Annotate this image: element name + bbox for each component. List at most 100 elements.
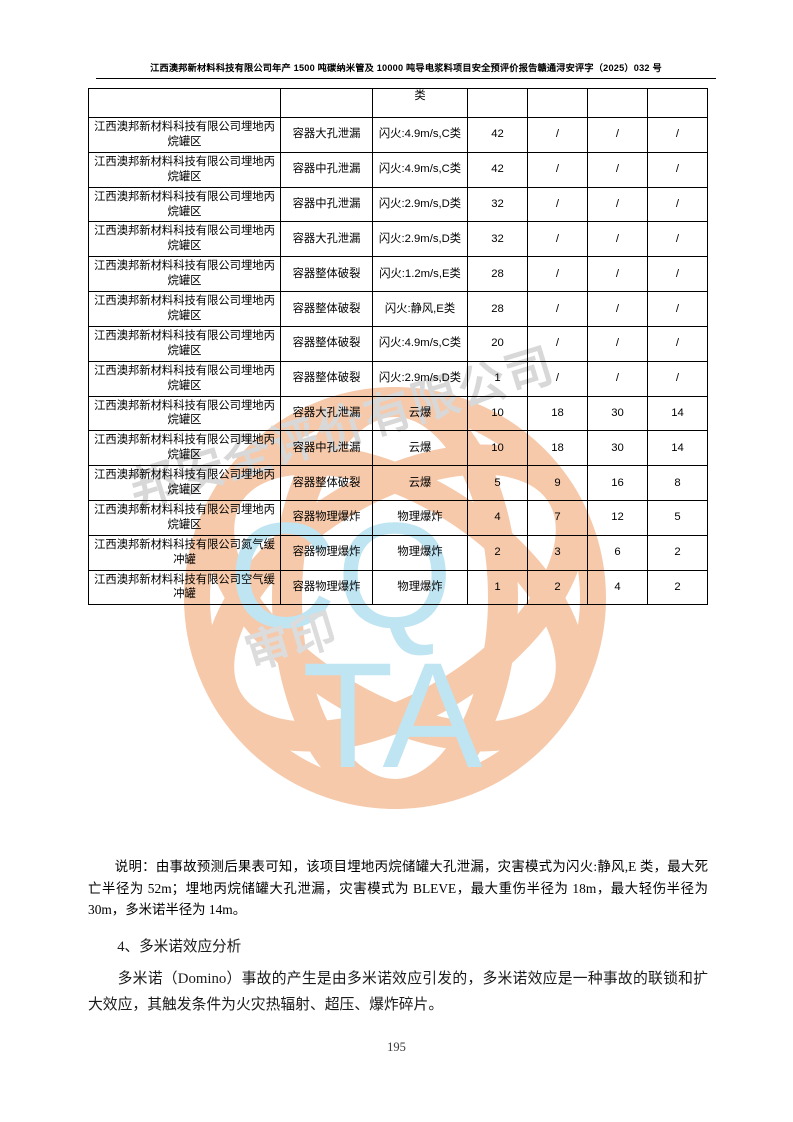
- cell-v4: 8: [647, 465, 708, 501]
- cell-mode: 容器整体破裂: [280, 465, 373, 501]
- cell-mode: 容器物理爆炸: [280, 569, 373, 606]
- cell-v3: /: [587, 151, 648, 188]
- cell-v4: 2: [647, 534, 708, 571]
- cell-v4: /: [647, 291, 708, 327]
- cell-hazard: 云爆: [372, 465, 468, 501]
- cell-v2: /: [527, 117, 588, 153]
- cell-name: 江西澳邦新材料科技有限公司氮气缓冲罐: [88, 534, 281, 571]
- table-row: 江西澳邦新材料科技有限公司埋地丙烷罐区 容器大孔泄漏 闪火:2.9m/s,D类 32/…: [88, 221, 708, 258]
- cell-v1: 28: [467, 291, 528, 327]
- cell-v3: /: [587, 291, 648, 327]
- cell-mode: 容器中孔泄漏: [280, 151, 373, 188]
- cell-mode: 容器大孔泄漏: [280, 395, 373, 432]
- table-row: 江西澳邦新材料科技有限公司埋地丙烷罐区 容器整体破裂 闪火:1.2m/s,E类 28/…: [88, 256, 708, 293]
- cell-name: [88, 88, 281, 118]
- cell-v2: /: [527, 291, 588, 327]
- table-row: 江西澳邦新材料科技有限公司埋地丙烷罐区 容器整体破裂 闪火:4.9m/s,C类 20/…: [88, 325, 708, 362]
- cell-mode: 容器整体破裂: [280, 325, 373, 362]
- page-number: 195: [387, 1040, 406, 1054]
- cell-name: 江西澳邦新材料科技有限公司埋地丙烷罐区: [88, 395, 281, 432]
- table-row: 江西澳邦新材料科技有限公司埋地丙烷罐区 容器大孔泄漏 云爆 10 18 30 14: [88, 395, 708, 432]
- cell-name: 江西澳邦新材料科技有限公司埋地丙烷罐区: [88, 117, 281, 153]
- cell-name: 江西澳邦新材料科技有限公司埋地丙烷罐区: [88, 221, 281, 258]
- cell-v3: /: [587, 256, 648, 293]
- cell-v1: 28: [467, 256, 528, 293]
- cell-mode: [280, 88, 373, 118]
- cell-name: 江西澳邦新材料科技有限公司埋地丙烷罐区: [88, 151, 281, 188]
- cell-v1: 42: [467, 151, 528, 188]
- cell-hazard: 物理爆炸: [372, 569, 468, 606]
- cell-mode: 容器大孔泄漏: [280, 117, 373, 153]
- cell-name: 江西澳邦新材料科技有限公司埋地丙烷罐区: [88, 256, 281, 293]
- cell-v4: [647, 88, 708, 118]
- table-row: 江西澳邦新材料科技有限公司埋地丙烷罐区 容器中孔泄漏 云爆 10 18 30 14: [88, 430, 708, 467]
- cell-hazard: 云爆: [372, 395, 468, 432]
- cell-v2: /: [527, 325, 588, 362]
- cell-v2: /: [527, 256, 588, 293]
- accident-consequence-table: 类 江西澳邦新材料科技有限公司埋地丙烷罐区 容器大孔泄漏 闪火:4.9m/s,C类 4…: [88, 88, 708, 606]
- cell-v2: 3: [527, 534, 588, 571]
- section-heading: 4、多米诺效应分析: [117, 939, 242, 955]
- cell-mode: 容器整体破裂: [280, 256, 373, 293]
- cell-v1: 1: [467, 569, 528, 606]
- cell-v2: /: [527, 151, 588, 188]
- cell-v4: 2: [647, 569, 708, 606]
- cell-mode: 容器中孔泄漏: [280, 186, 373, 223]
- cell-v4: /: [647, 151, 708, 188]
- cell-v3: /: [587, 221, 648, 258]
- cell-v4: /: [647, 221, 708, 258]
- running-header: 江西澳邦新材料科技有限公司年产 1500 吨碳纳米管及 10000 吨导电浆料项…: [96, 60, 716, 79]
- table-row: 江西澳邦新材料科技有限公司埋地丙烷罐区 容器整体破裂 云爆 5 9 16 8: [88, 465, 708, 501]
- cell-name: 江西澳邦新材料科技有限公司埋地丙烷罐区: [88, 325, 281, 362]
- table-body: 类 江西澳邦新材料科技有限公司埋地丙烷罐区 容器大孔泄漏 闪火:4.9m/s,C类 4…: [88, 88, 708, 606]
- cell-hazard: 闪火:静风,E类: [372, 291, 468, 327]
- cell-v1: 2: [467, 534, 528, 571]
- cell-hazard: 闪火:4.9m/s,C类: [372, 117, 468, 153]
- cell-mode: 容器整体破裂: [280, 360, 373, 397]
- cell-hazard: 闪火:1.2m/s,E类: [372, 256, 468, 293]
- cell-v1: 4: [467, 499, 528, 536]
- table-row-partial: 类: [88, 88, 708, 118]
- cell-name: 江西澳邦新材料科技有限公司埋地丙烷罐区: [88, 186, 281, 223]
- cell-v4: 5: [647, 499, 708, 536]
- cell-v1: 10: [467, 430, 528, 467]
- cell-v1: 42: [467, 117, 528, 153]
- table-row: 江西澳邦新材料科技有限公司氮气缓冲罐 容器物理爆炸 物理爆炸 2 3 6 2: [88, 534, 708, 571]
- cell-v3: /: [587, 360, 648, 397]
- cell-v4: 14: [647, 430, 708, 467]
- cell-hazard: 闪火:4.9m/s,C类: [372, 151, 468, 188]
- cell-v1: 32: [467, 186, 528, 223]
- cell-name: 江西澳邦新材料科技有限公司埋地丙烷罐区: [88, 499, 281, 536]
- cell-hazard: 闪火:2.9m/s,D类: [372, 186, 468, 223]
- cell-name: 江西澳邦新材料科技有限公司埋地丙烷罐区: [88, 430, 281, 467]
- cell-v4: /: [647, 117, 708, 153]
- cell-mode: 容器中孔泄漏: [280, 430, 373, 467]
- cell-mode: 容器物理爆炸: [280, 499, 373, 536]
- cell-v3: 16: [587, 465, 648, 501]
- cell-v3: 30: [587, 395, 648, 432]
- cell-v1: 20: [467, 325, 528, 362]
- cell-mode: 容器物理爆炸: [280, 534, 373, 571]
- cell-v2: [527, 88, 588, 118]
- cell-v4: /: [647, 325, 708, 362]
- cell-v3: /: [587, 186, 648, 223]
- cell-v4: 14: [647, 395, 708, 432]
- cell-v1: 5: [467, 465, 528, 501]
- cell-v2: 18: [527, 395, 588, 432]
- cell-v4: /: [647, 360, 708, 397]
- cell-v2: 18: [527, 430, 588, 467]
- cell-hazard: 物理爆炸: [372, 499, 468, 536]
- cell-v3: /: [587, 325, 648, 362]
- cell-hazard: 类: [372, 88, 468, 118]
- cell-v3: 6: [587, 534, 648, 571]
- cell-v1: 32: [467, 221, 528, 258]
- cell-v1: [467, 88, 528, 118]
- table-note-text: 说明：由事故预测后果表可知，该项目埋地丙烷储罐大孔泄漏，灾害模式为闪火:静风,E…: [88, 859, 708, 918]
- table-row: 江西澳邦新材料科技有限公司埋地丙烷罐区 容器大孔泄漏 闪火:4.9m/s,C类 42/…: [88, 117, 708, 153]
- cell-v2: /: [527, 360, 588, 397]
- table-row: 江西澳邦新材料科技有限公司埋地丙烷罐区 容器整体破裂 闪火:静风,E类 28// /: [88, 291, 708, 327]
- cell-v2: 2: [527, 569, 588, 606]
- cell-v4: /: [647, 256, 708, 293]
- table-row: 江西澳邦新材料科技有限公司埋地丙烷罐区 容器中孔泄漏 闪火:4.9m/s,C类 42/…: [88, 151, 708, 188]
